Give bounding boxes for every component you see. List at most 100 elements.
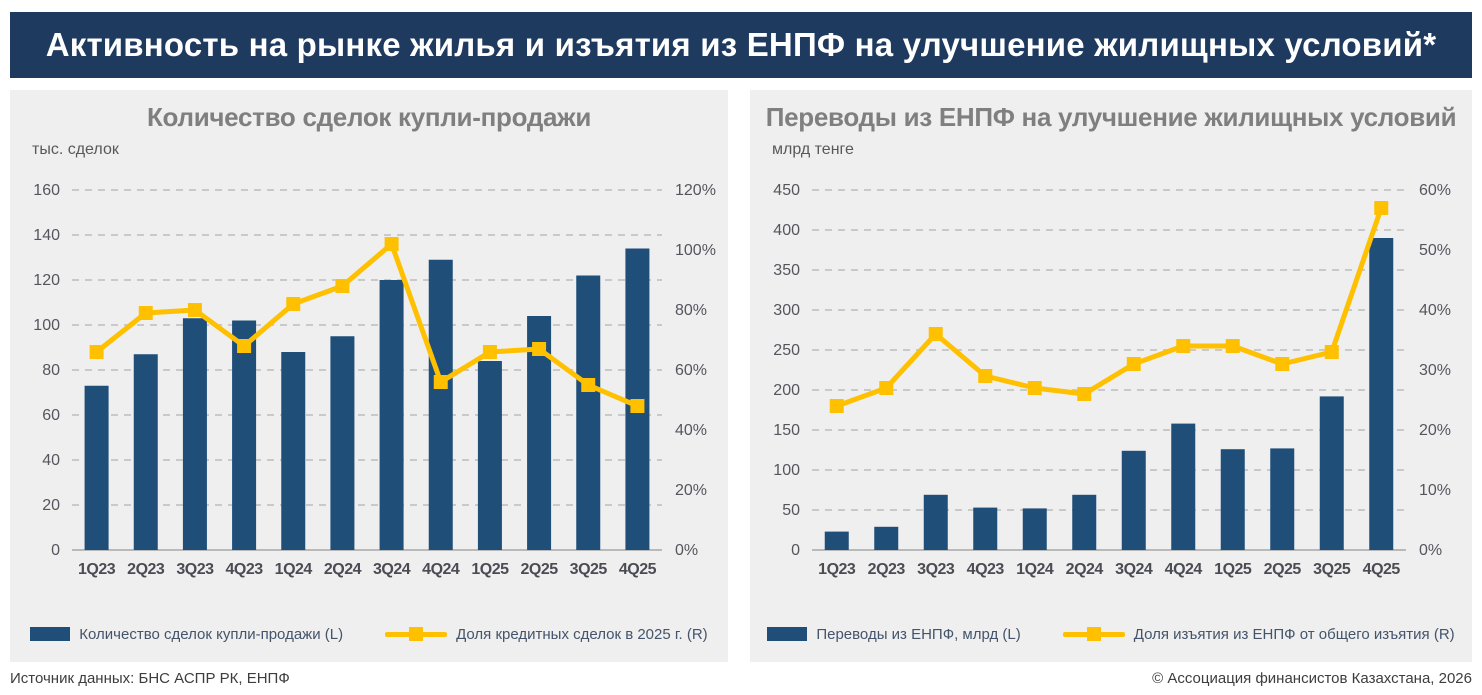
line-series [835,207,1384,409]
page-title: Активность на рынке жилья и изъятия из Е… [45,26,1437,63]
x-axis-category-label: 1Q24 [275,561,313,578]
left-chart-panel: Количество сделок купли-продажи тыс. сде… [10,90,728,662]
bar [133,354,158,550]
left-chart-legend: Количество сделок купли-продажи (L) Доля… [10,614,728,654]
line-marker [482,345,497,359]
bar-series-label: Переводы из ЕНПФ, млрд (L) [816,625,1021,643]
right-axis-tick-label: 100% [675,242,716,259]
line-marker [928,327,943,341]
left-axis-tick-label: 100 [33,317,60,334]
x-axis-category-label: 1Q25 [471,561,509,578]
right-axis-tick-label: 30% [1419,362,1451,379]
bar [874,526,899,550]
x-axis-category-label: 1Q25 [1214,561,1252,578]
x-axis-category-label: 2Q23 [127,561,165,578]
line-marker [879,381,894,395]
left-axis-tick-label: 60 [42,407,60,424]
line-marker [581,378,596,392]
line-series-label: Доля изъятия из ЕНПФ от общего изъятия (… [1133,625,1455,643]
line-marker [89,345,104,359]
left-axis-tick-label: 400 [773,222,800,239]
line-marker [978,369,993,383]
bar [182,318,207,550]
data-source-text: Источник данных: БНС АСПР РК, ЕНПФ [10,669,290,687]
bar [1369,238,1394,550]
bar [1121,450,1146,550]
bar [1022,508,1047,550]
x-axis-category-label: 2Q23 [868,561,906,578]
right-axis-tick-label: 20% [675,482,707,499]
right-axis-tick-label: 40% [1419,302,1451,319]
x-axis-category-label: 2Q25 [521,561,559,578]
x-axis-category-label: 2Q24 [1066,561,1104,578]
right-axis-tick-label: 80% [675,302,707,319]
bar [973,507,998,550]
legend-item-line: Доля изъятия из ЕНПФ от общего изъятия (… [1062,625,1455,643]
line-marker [1324,345,1339,359]
right-axis-tick-label: 20% [1419,422,1451,439]
x-axis-category-label: 3Q23 [176,561,214,578]
line-marker [335,279,350,293]
bar [1220,449,1245,550]
left-axis-tick-label: 250 [773,342,800,359]
x-axis-category-label: 3Q23 [917,561,955,578]
copyright-text: © Ассоциация финансистов Казахстана, 202… [1152,669,1472,687]
right-chart-panel: Переводы из ЕНПФ на улучшение жилищных у… [750,90,1472,662]
left-axis-tick-label: 150 [773,422,800,439]
left-axis-tick-label: 100 [773,462,800,479]
x-axis-category-label: 4Q25 [619,561,657,578]
bar [1319,396,1344,550]
x-axis-category-label: 1Q23 [78,561,116,578]
right-axis-tick-label: 10% [1419,482,1451,499]
line-marker [433,375,448,389]
x-axis-category-label: 3Q25 [570,561,608,578]
bar-series-swatch [767,627,808,641]
line-marker [630,399,645,413]
line-marker [1225,339,1240,353]
x-axis-category-label: 4Q24 [422,561,460,578]
left-axis-tick-label: 20 [42,497,60,514]
right-axis-tick-label: 50% [1419,242,1451,259]
bar-series-swatch [30,627,71,641]
right-axis-tick-label: 40% [675,422,707,439]
bar [428,259,453,550]
right-chart-canvas: 0 50 100 150 200 250 300 350 400 450 0% 10% 20% 30% 40… [773,182,1451,578]
right-chart-unit-label: млрд тенге [772,141,854,158]
x-axis-category-label: 2Q25 [1264,561,1302,578]
left-axis-tick-label: 200 [773,382,800,399]
legend-item-line: Доля кредитных сделок в 2025 г. (R) [385,626,708,643]
line-series-label: Доля кредитных сделок в 2025 г. (R) [456,625,708,643]
left-axis-tick-label: 160 [33,182,60,199]
right-chart-title: Переводы из ЕНПФ на улучшение жилищных у… [765,102,1457,132]
bar [576,275,601,550]
bar [824,531,849,550]
left-axis-tick-label: 450 [773,182,800,199]
line-series [95,241,639,409]
bar [379,280,404,550]
left-axis-tick-label: 40 [42,452,60,469]
x-axis-category-label: 4Q25 [1363,561,1401,578]
right-axis-tick-label: 0% [1419,542,1442,559]
line-series-swatch [1062,626,1125,642]
left-axis-tick-label: 80 [42,362,60,379]
bar [1270,448,1295,550]
title-banner: Активность на рынке жилья и изъятия из Е… [10,12,1472,78]
bar-series-label: Количество сделок купли-продажи (L) [79,625,344,643]
line-marker [237,339,252,353]
line-marker [1176,339,1191,353]
left-axis-tick-label: 140 [33,227,60,244]
left-axis-tick-label: 0 [51,542,60,559]
left-axis-tick-label: 0 [791,542,800,559]
right-axis-tick-label: 60% [1419,182,1451,199]
bar [1072,494,1097,550]
x-axis-category-label: 1Q23 [818,561,856,578]
left-chart-canvas: 0 20 40 60 80 100 120 140 160 0% 20% 40% 60% 80% 100% 1… [33,182,716,578]
bar [923,494,948,550]
line-marker [1077,387,1092,401]
left-axis-tick-label: 50 [782,502,800,519]
x-axis-category-label: 4Q23 [226,561,264,578]
bar [84,385,109,550]
line-marker [1126,357,1141,371]
bar [1171,423,1196,550]
